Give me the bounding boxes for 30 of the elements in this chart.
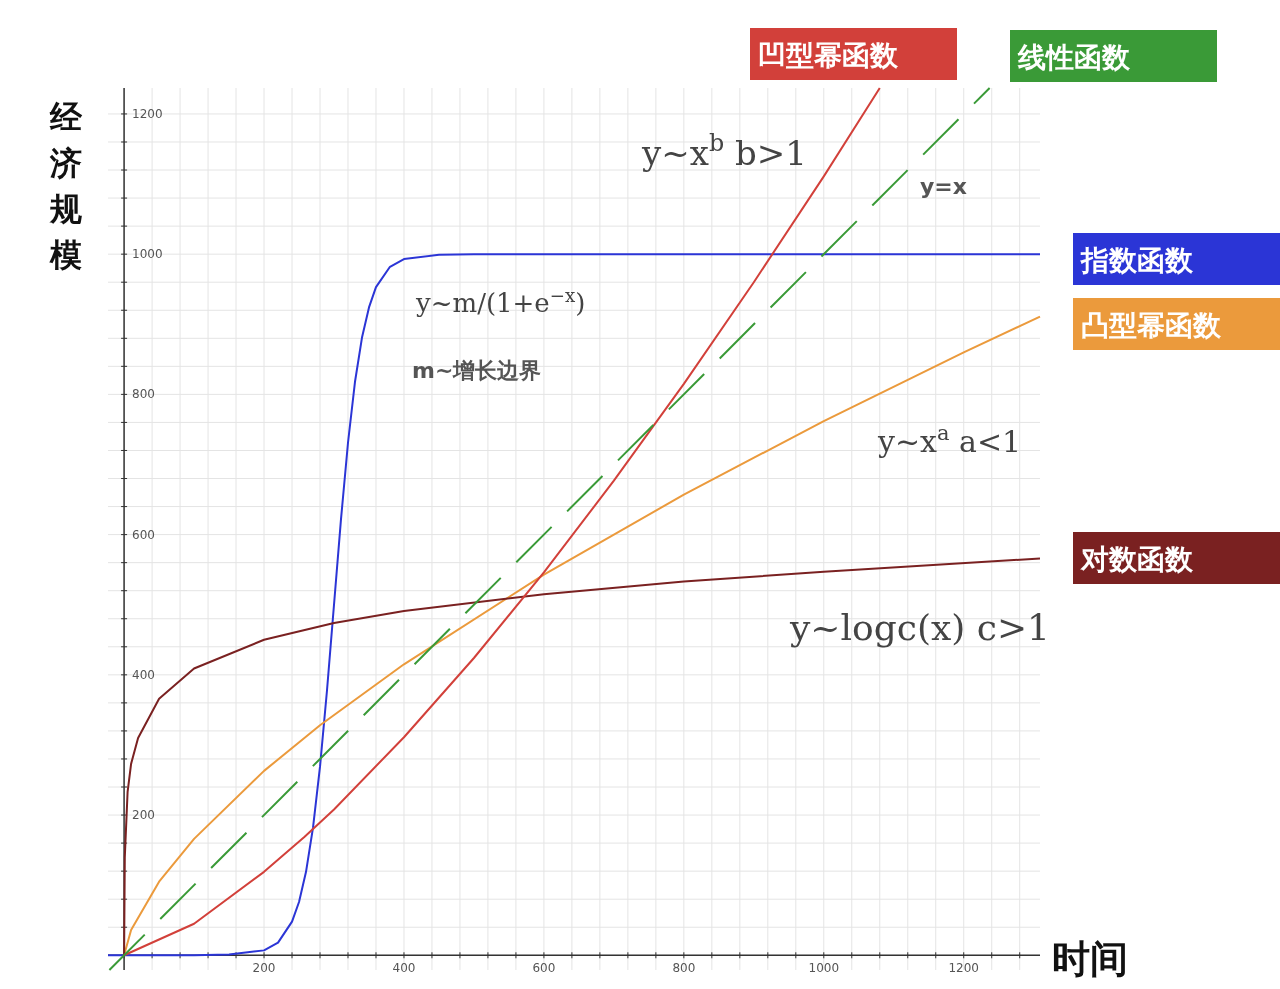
x-tick-label: 400 (392, 961, 416, 976)
y-tick-label: 800 (132, 387, 155, 402)
y-tick-label: 200 (132, 808, 155, 823)
x-tick-label: 800 (672, 961, 696, 976)
y-tick-label: 1000 (132, 247, 163, 262)
series-label: 线性函数 (1017, 41, 1131, 74)
y-tick-label: 1200 (132, 106, 163, 121)
series-label: 线性函数 (1010, 30, 1217, 82)
annotation: m~增长边界 (412, 358, 542, 383)
annotation: y=x (920, 174, 967, 199)
annotation: y~m/(1+e$^{−x}$) (415, 284, 586, 318)
annotation: y~x$^{a}$ a<1 (877, 421, 1022, 459)
series-label: 凸型幂函数 (1081, 309, 1222, 342)
series-label: 指数函数 (1073, 233, 1280, 285)
x-axis-title: 时间 (1052, 937, 1128, 981)
x-tick-label: 200 (252, 961, 276, 976)
series-label: 对数函数 (1080, 543, 1194, 576)
annotation: y~x$^{b}$ b>1 (641, 129, 807, 173)
series-label: 凸型幂函数 (1073, 298, 1280, 350)
series-label: 指数函数 (1080, 244, 1194, 277)
series-label: 凹型幂函数 (750, 28, 957, 80)
y-tick-label: 600 (132, 527, 155, 542)
x-tick-label: 1200 (948, 961, 980, 976)
x-tick-label: 600 (532, 961, 556, 976)
series-label: 对数函数 (1073, 532, 1280, 584)
series-label: 凹型幂函数 (758, 39, 899, 72)
annotation: y~logc(x) c>1 (789, 607, 1050, 648)
x-tick-label: 1000 (808, 961, 840, 976)
y-tick-label: 400 (132, 667, 155, 682)
y-axis-title: 经济规模 (49, 98, 83, 274)
